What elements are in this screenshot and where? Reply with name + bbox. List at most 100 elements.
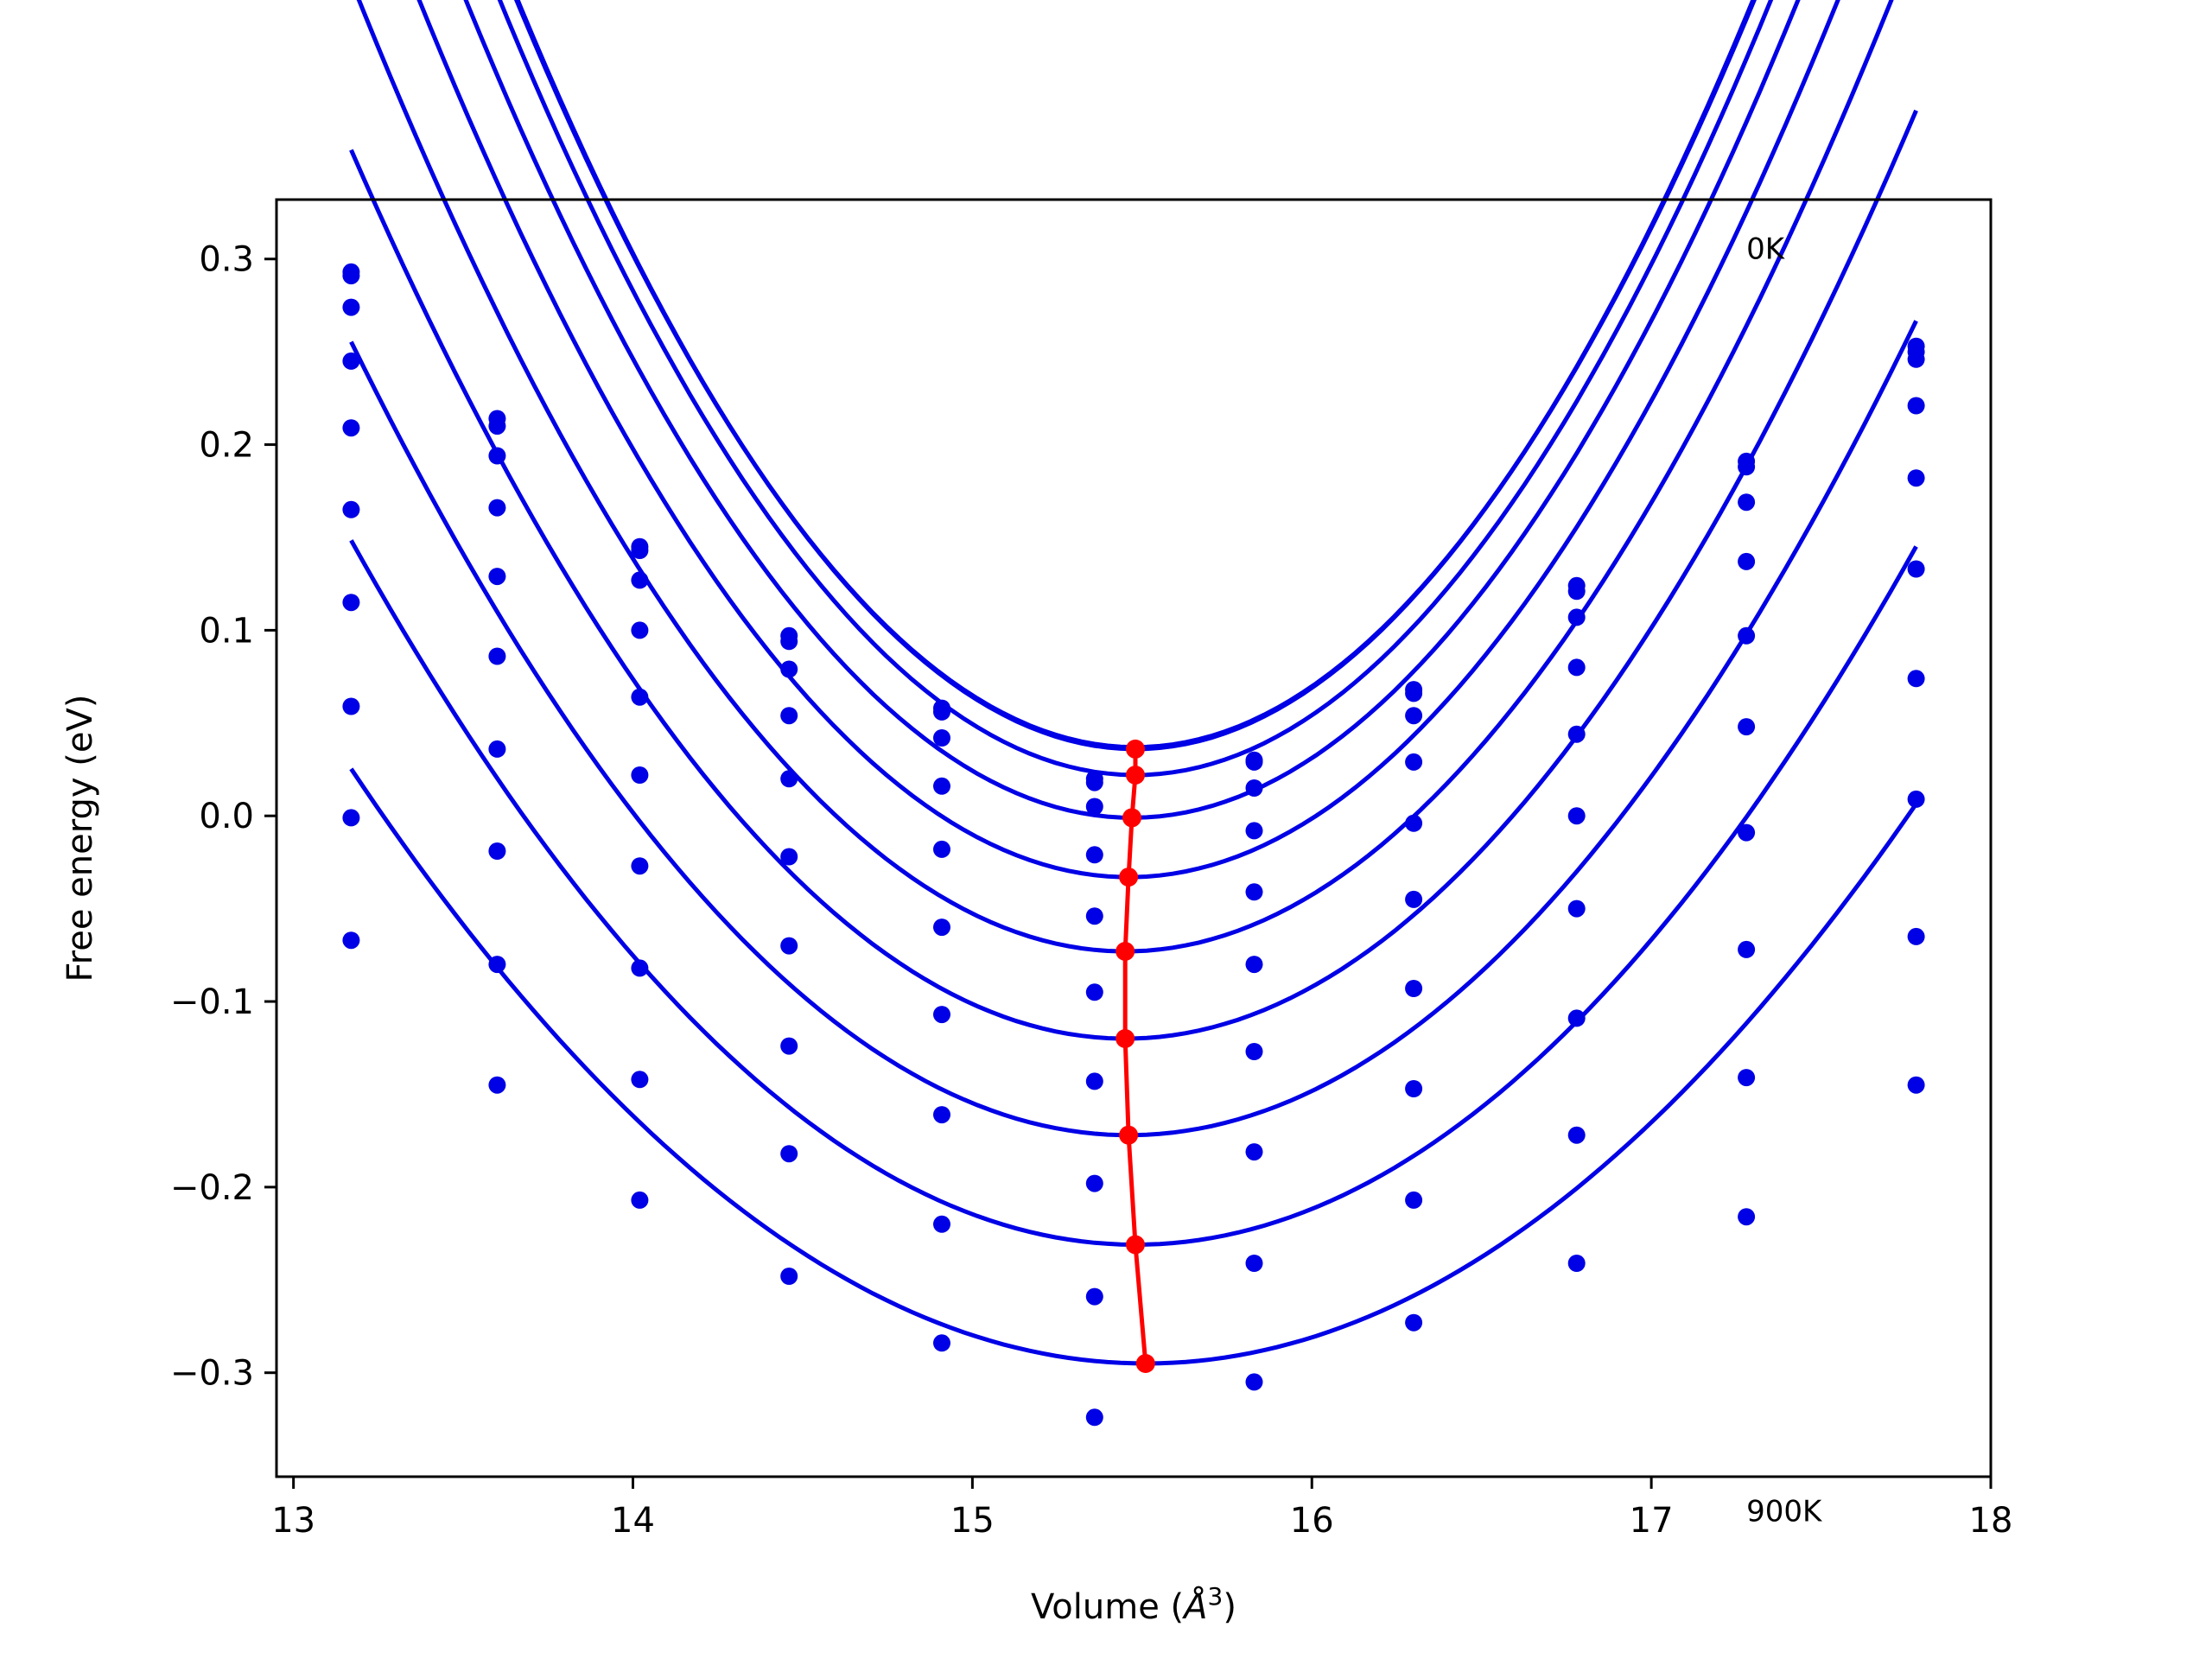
data-point xyxy=(1245,883,1263,901)
data-point xyxy=(631,621,649,639)
data-point xyxy=(1245,779,1263,797)
data-point xyxy=(488,568,506,586)
data-point xyxy=(488,647,506,665)
y-tick-label: −0.3 xyxy=(170,1354,254,1394)
data-point xyxy=(488,956,506,974)
data-point xyxy=(1907,670,1925,688)
x-tick-label: 13 xyxy=(271,1501,315,1541)
minimum-point xyxy=(1126,739,1145,759)
data-point xyxy=(1405,684,1423,702)
data-point xyxy=(780,707,798,725)
data-point xyxy=(342,809,360,827)
data-point xyxy=(1085,798,1103,816)
data-point xyxy=(1907,469,1925,487)
data-point xyxy=(1245,956,1263,974)
y-axis-label: Free energy (eV) xyxy=(60,695,100,982)
data-point xyxy=(488,447,506,465)
data-point xyxy=(1245,1255,1263,1272)
data-point xyxy=(1085,846,1103,864)
data-point xyxy=(780,632,798,651)
data-point xyxy=(1567,1009,1586,1027)
data-point xyxy=(933,840,950,858)
data-point xyxy=(1567,658,1586,677)
data-point xyxy=(780,848,798,866)
fit-curve-10 xyxy=(349,767,1918,1366)
data-point xyxy=(1738,1069,1756,1087)
minimum-point xyxy=(1119,1125,1139,1145)
data-point xyxy=(1405,1313,1423,1332)
data-point xyxy=(1738,1208,1756,1226)
data-point xyxy=(1567,1255,1586,1272)
data-point xyxy=(342,594,360,612)
minimum-point xyxy=(1135,1354,1155,1373)
data-point xyxy=(1907,927,1925,945)
data-point xyxy=(1567,1126,1586,1144)
data-point xyxy=(1567,807,1586,825)
annotations: 0K 900K xyxy=(1746,232,1823,1529)
data-point xyxy=(933,1006,950,1024)
data-point xyxy=(488,740,506,758)
data-point xyxy=(488,499,506,517)
data-point xyxy=(1405,1080,1423,1097)
y-axis-ticks: −0.3 −0.2 −0.1 0.0 0.1 0.2 0.3 xyxy=(170,240,276,1394)
annotation-label: 0K xyxy=(1746,232,1786,267)
x-tick-label: 14 xyxy=(611,1501,655,1541)
data-point xyxy=(1085,1287,1103,1306)
data-point xyxy=(1907,790,1925,808)
data-point xyxy=(780,660,798,678)
data-point xyxy=(1085,1072,1103,1090)
x-axis-label: Volume (Å3) xyxy=(1031,1582,1236,1628)
y-tick-label: 0.2 xyxy=(199,426,254,466)
data-point xyxy=(631,959,649,977)
data-point xyxy=(631,766,649,784)
data-point xyxy=(1405,890,1423,908)
data-point xyxy=(342,263,360,281)
data-point xyxy=(1085,1174,1103,1192)
x-tick-label: 17 xyxy=(1630,1501,1674,1541)
data-point xyxy=(933,918,950,937)
data-point xyxy=(1738,458,1756,476)
data-point xyxy=(933,729,950,747)
data-point xyxy=(342,697,360,715)
plot-frame xyxy=(275,198,1993,1478)
data-point xyxy=(1245,1143,1263,1161)
minimum-point xyxy=(1126,1235,1145,1255)
data-point xyxy=(1245,1373,1263,1391)
x-tick-label: 16 xyxy=(1290,1501,1334,1541)
data-point xyxy=(933,1334,950,1352)
data-point xyxy=(1738,823,1756,842)
data-point xyxy=(1738,493,1756,512)
data-point xyxy=(1567,725,1586,743)
data-point xyxy=(780,770,798,788)
data-point xyxy=(933,1106,950,1124)
data-point xyxy=(1085,983,1103,1001)
data-point xyxy=(1245,751,1263,769)
data-point xyxy=(342,931,360,950)
data-point xyxy=(780,1268,798,1285)
data-point xyxy=(631,1071,649,1089)
data-point xyxy=(1405,753,1423,771)
data-point xyxy=(1567,582,1586,601)
data-point xyxy=(342,419,360,437)
data-point xyxy=(933,702,950,721)
y-tick-label: 0.1 xyxy=(199,611,254,651)
y-tick-label: −0.1 xyxy=(170,982,254,1022)
minimum-point xyxy=(1116,942,1135,961)
minimum-line xyxy=(1116,739,1155,1373)
data-point xyxy=(631,688,649,706)
y-tick-label: 0.0 xyxy=(199,797,254,836)
data-point xyxy=(1907,397,1925,415)
data-point xyxy=(1085,770,1103,788)
data-point xyxy=(1907,1076,1925,1094)
data-point xyxy=(1245,1043,1263,1060)
data-point xyxy=(933,777,950,795)
data-points xyxy=(342,263,1925,1427)
y-tick-label: −0.2 xyxy=(170,1168,254,1208)
data-point xyxy=(1738,940,1756,958)
data-point xyxy=(1405,814,1423,832)
data-point xyxy=(1738,626,1756,645)
data-point xyxy=(1085,907,1103,925)
data-point xyxy=(1567,899,1586,918)
